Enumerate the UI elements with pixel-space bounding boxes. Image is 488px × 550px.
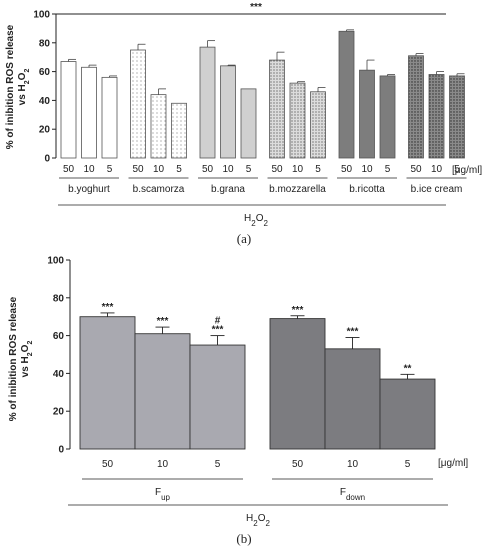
panel-b-axes: 0 20 40 60 80 100 <box>47 256 71 456</box>
panel-b-dose-label: 5 <box>405 459 411 470</box>
panel-b-group-axis-label: H2O2 <box>246 513 270 528</box>
panel-b-y-tick-label: 100 <box>47 256 64 267</box>
panel-a-dose-label: 10 <box>431 164 443 175</box>
panel-b-bar <box>324 348 381 450</box>
panel-a-bar <box>428 74 445 159</box>
panel-a-bar <box>269 59 285 159</box>
panel-a-dose-label: 5 <box>315 164 321 175</box>
panel-b-y-axis-label: % of inibition ROS release <box>8 296 19 421</box>
panel-b-bar <box>79 316 136 450</box>
panel-a-axes: 0 20 40 60 80 100 <box>33 10 446 165</box>
panel-a-overall-significance: *** <box>250 2 262 13</box>
panel-b-bar <box>379 378 436 450</box>
panel-b-group-label: Fdown <box>340 487 365 502</box>
panel-a-group-label: b.yoghurt <box>68 184 110 195</box>
panel-a-dose-label: 5 <box>176 164 182 175</box>
panel-b-y-tick-label: 40 <box>53 369 65 380</box>
panel-a-group-label: b.mozzarella <box>269 184 326 195</box>
panel-a-dose-label: 50 <box>341 164 353 175</box>
panel-b-unit-label: [μg/ml] <box>438 458 468 469</box>
panel-b-bar <box>269 318 326 450</box>
panel-a-bar <box>199 46 216 159</box>
panel-a-y-tick-label: 100 <box>33 10 50 21</box>
panel-a-label: (a) <box>237 231 251 246</box>
panel-b-dose-label: 50 <box>102 459 114 470</box>
panel-a: % of inibition ROS release vs H2O2 0 20 40… <box>5 2 482 246</box>
panel-b-significance-label: *** <box>292 305 304 316</box>
panel-b-bar <box>134 333 191 450</box>
panel-b-bar <box>189 344 246 450</box>
panel-b-dose-label: 10 <box>347 459 359 470</box>
panel-b-y-tick-label: 80 <box>53 293 65 304</box>
panel-a-group-label: b.ice cream <box>411 184 463 195</box>
panel-a-y-tick-label: 0 <box>44 154 50 165</box>
panel-a-y-axis-label-vs: vs H2O2 <box>17 69 31 106</box>
panel-a-bar <box>408 55 424 159</box>
panel-a-bar <box>338 30 355 159</box>
panel-b-dose-label: 5 <box>215 459 221 470</box>
panel-a-bar <box>240 88 257 159</box>
panel-a-dose-label: 10 <box>222 164 234 175</box>
panel-a-group-label: b.scamorza <box>133 184 185 195</box>
panel-b-significance-label: *** <box>157 316 169 327</box>
panel-b-label: (b) <box>236 531 251 546</box>
panel-a-group-label: b.ricotta <box>349 184 385 195</box>
panel-b-y-tick-label: 60 <box>53 331 65 342</box>
panel-a-y-tick-label: 20 <box>39 125 51 136</box>
panel-a-y-tick-label: 40 <box>39 96 51 107</box>
panel-a-bar <box>289 82 306 159</box>
panel-a-bar <box>220 65 236 159</box>
panel-a-bar <box>81 66 97 159</box>
panel-b-significance-label: *** <box>347 326 359 337</box>
panel-a-bar <box>101 76 118 159</box>
panel-a-bar <box>359 69 375 159</box>
panel-a-dose-label: 50 <box>202 164 214 175</box>
panel-a-dose-label: 5 <box>107 164 113 175</box>
panel-a-dose-label: 10 <box>83 164 95 175</box>
panel-a-group-label: b.grana <box>211 184 245 195</box>
panel-a-dose-label: 10 <box>361 164 373 175</box>
panel-a-dose-label: 5 <box>454 164 460 175</box>
panel-a-bar <box>449 75 465 159</box>
panel-a-dose-label: 50 <box>271 164 283 175</box>
panel-b-dose-label: 50 <box>292 459 304 470</box>
panel-a-bar <box>171 102 187 159</box>
panel-a-unit-label: [μg/ml] <box>452 165 482 176</box>
panel-a-bar <box>60 61 77 159</box>
panel-b-significance-label: ** <box>404 363 412 374</box>
panel-a-y-tick-label: 60 <box>39 67 51 78</box>
panel-a-bar <box>150 94 167 159</box>
panel-b-y-axis-label-vs: vs H2O2 <box>20 341 34 378</box>
panel-a-bar <box>130 49 146 159</box>
panel-b-y-tick-label: 20 <box>53 407 65 418</box>
panel-a-dose-label: 5 <box>246 164 252 175</box>
panel-a-group-axis-label: H2O2 <box>244 213 268 228</box>
panel-a-y-axis-label: % of inibition ROS release <box>5 24 16 149</box>
panel-a-dose-label: 50 <box>132 164 144 175</box>
panel-a-bar <box>310 91 326 159</box>
panel-a-dose-label: 10 <box>153 164 165 175</box>
panel-a-bar <box>379 75 396 159</box>
panel-b-significance-label: *** <box>102 302 114 313</box>
panel-b-y-tick-label: 0 <box>58 445 64 456</box>
panel-a-dose-label: 10 <box>292 164 304 175</box>
panel-b-significance-extra: # <box>215 316 221 327</box>
panel-a-dose-label: 5 <box>385 164 391 175</box>
panel-b-significance-label: *** <box>212 325 224 336</box>
panel-b-dose-label: 10 <box>157 459 169 470</box>
panel-b-group-label: Fup <box>155 487 171 502</box>
panel-b: % of inibition ROS release vs H2O2 0 20 40… <box>8 256 468 547</box>
panel-a-y-tick-label: 80 <box>39 38 51 49</box>
panel-a-dose-label: 50 <box>63 164 75 175</box>
panel-a-dose-label: 50 <box>410 164 422 175</box>
